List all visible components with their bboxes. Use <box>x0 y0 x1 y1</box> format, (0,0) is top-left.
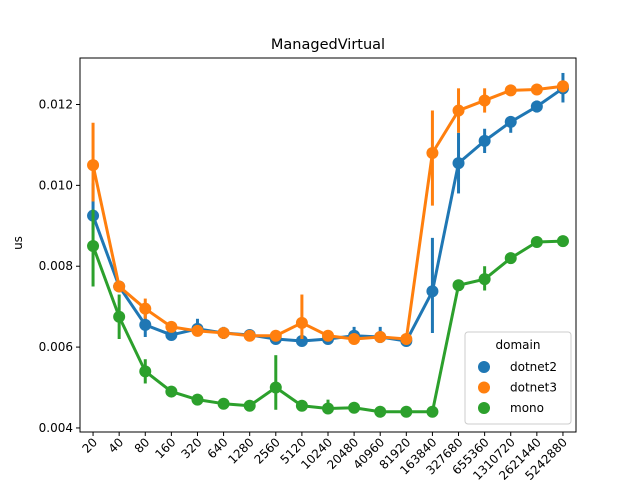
x-axis-ticks: 20 40 80 160 320 6401280256051201024020480409… <box>79 432 570 480</box>
data-point <box>426 147 439 160</box>
data-point <box>139 365 152 378</box>
y-tick-label: 0.004 <box>39 421 73 435</box>
x-tick-label: 20 <box>79 435 100 456</box>
legend-title: domain <box>496 338 541 352</box>
data-point <box>426 285 439 298</box>
series-line <box>91 84 564 341</box>
series-dotnet3 <box>87 80 569 346</box>
data-point <box>374 405 387 418</box>
data-point <box>322 329 334 342</box>
data-point <box>478 94 491 107</box>
legend: domain dotnet2 dotnet3 mono <box>464 331 572 425</box>
data-point <box>87 159 100 172</box>
data-point <box>348 333 361 346</box>
data-point <box>295 316 308 329</box>
data-point <box>87 240 100 253</box>
x-tick-label: 160 <box>152 435 178 461</box>
data-point <box>348 401 361 414</box>
data-point <box>504 115 517 128</box>
series-line <box>91 87 564 343</box>
data-point <box>530 235 543 248</box>
legend-marker-dotnet2 <box>478 361 490 373</box>
data-point <box>217 326 230 339</box>
data-point <box>217 397 230 410</box>
x-tick-label: 80 <box>132 435 153 456</box>
data-point <box>191 324 204 337</box>
data-point <box>191 393 204 406</box>
data-point <box>530 83 543 96</box>
x-tick-label: 1280 <box>225 435 256 466</box>
data-point <box>426 405 439 418</box>
chart-title: ManagedVirtual <box>271 37 385 53</box>
series-mono <box>87 209 569 418</box>
series-dotnet2 <box>87 72 569 348</box>
data-point <box>556 235 569 248</box>
data-point <box>243 329 256 342</box>
data-point <box>478 134 491 147</box>
data-point <box>478 273 491 286</box>
series-layer <box>87 72 569 418</box>
y-axis-ticks: 0.004 0.006 0.008 0.010 0.012 <box>39 97 80 435</box>
data-point <box>165 385 178 398</box>
data-point <box>504 252 517 265</box>
data-point <box>504 84 517 97</box>
data-point <box>295 399 308 412</box>
legend-box <box>464 331 572 425</box>
data-point <box>400 405 413 418</box>
data-point <box>452 157 465 170</box>
data-point <box>530 100 543 113</box>
data-point <box>139 318 152 331</box>
x-tick-label: 40 <box>106 435 127 456</box>
legend-label-dotnet3: dotnet3 <box>510 381 557 395</box>
data-point <box>295 335 308 348</box>
y-axis-label: us <box>11 236 25 250</box>
data-point <box>243 399 256 412</box>
legend-marker-dotnet3 <box>478 381 490 394</box>
data-point <box>452 104 465 117</box>
data-point <box>452 279 465 292</box>
data-point <box>556 80 569 93</box>
data-point <box>113 280 126 293</box>
data-point <box>165 320 178 333</box>
data-point <box>400 333 413 346</box>
data-point <box>139 302 152 315</box>
data-point <box>113 310 126 323</box>
y-tick-label: 0.012 <box>39 97 73 111</box>
y-tick-label: 0.010 <box>39 178 73 192</box>
x-tick-label: 320 <box>178 435 204 461</box>
legend-label-dotnet2: dotnet2 <box>510 360 557 374</box>
data-point <box>269 381 282 394</box>
data-point <box>374 330 387 343</box>
y-tick-label: 0.006 <box>39 340 73 354</box>
data-point <box>269 329 282 342</box>
legend-label-mono: mono <box>510 401 544 415</box>
data-point <box>322 402 334 415</box>
y-tick-label: 0.008 <box>39 259 73 273</box>
legend-marker-mono <box>478 402 490 414</box>
x-tick-label: 2560 <box>251 435 282 466</box>
